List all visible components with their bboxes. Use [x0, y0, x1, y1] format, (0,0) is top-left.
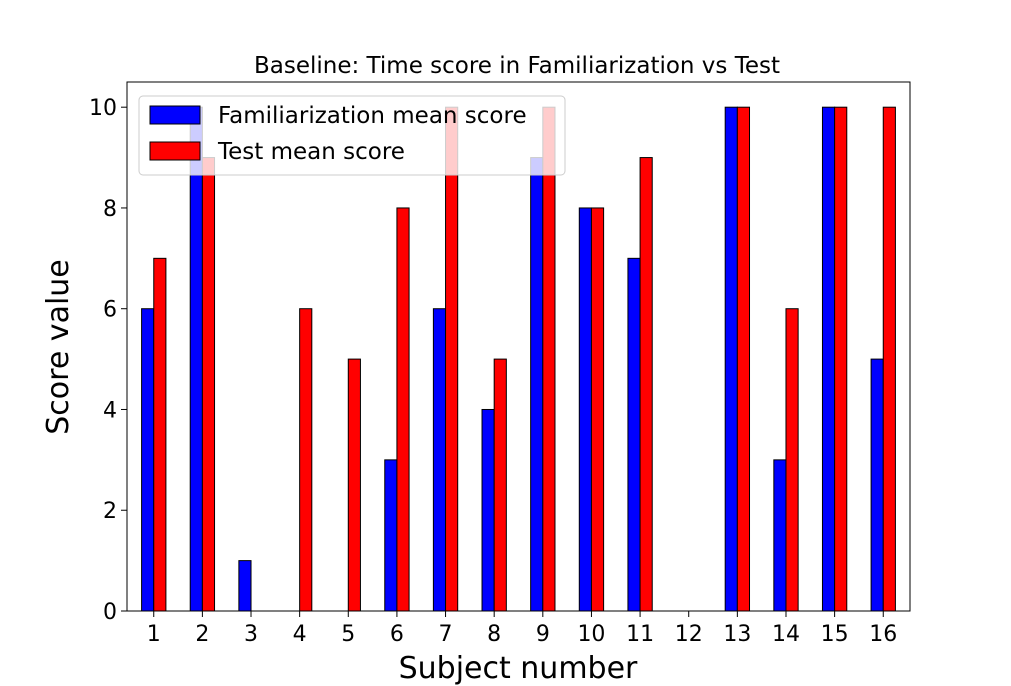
- x-tick-label: 16: [869, 622, 897, 647]
- bar-familiarization-1: [141, 308, 155, 612]
- bar-test-15: [834, 106, 848, 612]
- legend-label-familiarization: Familiarization mean score: [218, 103, 527, 129]
- y-tick-label: 6: [103, 298, 117, 323]
- legend-swatch-familiarization: [149, 105, 201, 125]
- bar-test-14: [785, 308, 799, 612]
- bar-familiarization-9: [530, 157, 544, 612]
- x-tick-label: 14: [772, 622, 800, 647]
- y-tick-label: 8: [103, 197, 117, 222]
- bar-test-4: [299, 308, 313, 612]
- x-tick-label: 4: [293, 622, 307, 647]
- bar-familiarization-13: [724, 106, 738, 612]
- bar-test-1: [153, 257, 167, 612]
- bar-test-2: [201, 157, 216, 612]
- bar-familiarization-3: [238, 560, 252, 612]
- bar-familiarization-7: [432, 308, 447, 612]
- legend-label-test: Test mean score: [217, 139, 405, 165]
- y-axis-label: Score value: [41, 259, 76, 435]
- bar-test-11: [639, 157, 653, 612]
- bars-group: [141, 106, 896, 612]
- x-tick-label: 1: [147, 622, 161, 647]
- x-tick-label: 13: [723, 622, 751, 647]
- bar-test-6: [396, 207, 410, 612]
- legend-box: [138, 95, 566, 176]
- bar-familiarization-16: [870, 358, 884, 612]
- bar-familiarization-2: [189, 106, 203, 612]
- x-tick-label: 8: [487, 622, 501, 647]
- y-tick-label: 10: [89, 96, 117, 121]
- y-axis: 0 2 4 6 8 10: [89, 96, 127, 625]
- x-tick-label: 9: [536, 622, 550, 647]
- x-tick-label: 10: [577, 622, 605, 647]
- y-tick-label: 2: [103, 499, 117, 524]
- x-axis: 1 2 3 4 5 6 7 8 9 10 11 12 13 14 15 16: [147, 611, 897, 647]
- bar-test-7: [445, 106, 459, 612]
- bar-familiarization-14: [773, 459, 787, 612]
- x-tick-label: 3: [244, 622, 258, 647]
- plot-frame: [126, 81, 911, 612]
- chart-title: Baseline: Time score in Familiarization …: [254, 53, 780, 79]
- x-tick-label: 11: [626, 622, 654, 647]
- x-axis-label: Subject number: [399, 651, 638, 686]
- legend: Familiarization mean score Test mean scor…: [138, 95, 566, 176]
- bar-test-5: [347, 358, 361, 612]
- x-tick-label: 15: [821, 622, 849, 647]
- x-tick-label: 12: [675, 622, 703, 647]
- bar-test-10: [590, 207, 605, 612]
- x-tick-label: 7: [439, 622, 453, 647]
- bar-familiarization-15: [821, 106, 836, 612]
- bar-test-8: [493, 358, 507, 612]
- bar-familiarization-10: [578, 207, 592, 612]
- x-tick-label: 5: [341, 622, 355, 647]
- x-tick-label: 6: [390, 622, 404, 647]
- y-tick-label: 0: [103, 600, 117, 625]
- bar-familiarization-8: [481, 408, 495, 612]
- bar-test-9: [542, 106, 556, 612]
- legend-swatch-test: [149, 141, 201, 161]
- bar-familiarization-6: [384, 459, 398, 612]
- bar-test-16: [882, 106, 896, 612]
- y-tick-label: 4: [103, 398, 117, 423]
- bar-familiarization-11: [627, 257, 641, 612]
- x-tick-label: 2: [195, 622, 209, 647]
- bar-test-13: [736, 106, 751, 612]
